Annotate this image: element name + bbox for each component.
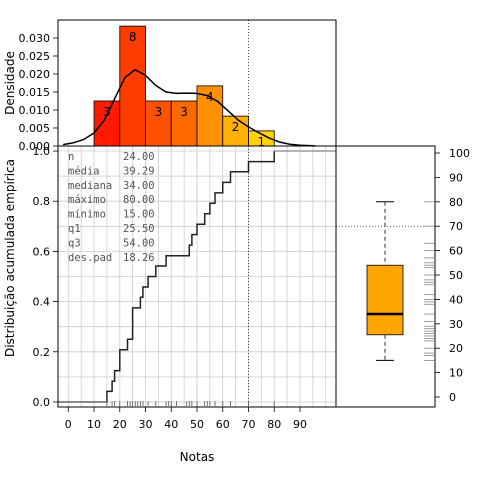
boxplot-box [366, 264, 404, 336]
histogram-y-tick-label: 0.000 [19, 140, 51, 153]
stat-value: 39.29 [123, 165, 155, 177]
ecdf-y-axis-label: Distribuição acumulada empírica [3, 159, 17, 357]
histogram-bar [119, 25, 146, 147]
x-tick-label: 70 [241, 418, 255, 431]
boxplot-y-tick-label: 10 [449, 367, 463, 380]
boxplot-y-tick-label: 70 [449, 220, 463, 233]
stat-value: 15.00 [123, 209, 155, 221]
stat-label: máximo [68, 194, 106, 206]
ecdf-y-tick-label: 1.0 [33, 145, 51, 158]
histogram-y-tick-label: 0.025 [19, 50, 51, 63]
histogram-panel: 383 34210.0000.0050.0100.0150.0200.0250.0… [19, 20, 316, 153]
x-tick-label: 90 [293, 418, 307, 431]
histogram-y-tick-label: 0.005 [19, 122, 51, 135]
ecdf-panel: 0.0 0.2 0.4 0.6 0.8 1.0 0 10 20 30 40 50 60 70 80 90 n 24… [33, 145, 336, 431]
stat-value: 24.00 [123, 151, 155, 163]
stat-value: 54.00 [123, 237, 155, 249]
stat-label: q1 [68, 223, 81, 235]
ecdf-y-tick-label: 0.0 [33, 396, 51, 409]
x-tick-label: 40 [164, 418, 178, 431]
boxplot-panel: 0 10 20 30 40 50 60 70 80 90 100 [336, 147, 470, 404]
histogram-bar [93, 100, 121, 147]
ecdf-y-tick-label: 0.2 [33, 346, 51, 359]
stat-label: n [68, 151, 74, 163]
stat-label: des.pad [68, 252, 112, 264]
histogram-y-axis-label: Densidade [3, 51, 17, 115]
histogram-y-tick-label: 0.020 [19, 68, 51, 81]
boxplot-y-tick-label: 0 [449, 391, 456, 404]
ecdf-y-tick-label: 0.4 [33, 296, 51, 309]
ecdf-y-tick-label: 0.8 [33, 195, 51, 208]
boxplot-y-tick-label: 30 [449, 318, 463, 331]
x-tick-label: 30 [139, 418, 153, 431]
histogram-y-tick-label: 0.010 [19, 104, 51, 117]
stat-label: média [68, 165, 100, 177]
boxplot-y-tick-label: 80 [449, 196, 463, 209]
stat-label: mediana [68, 180, 112, 192]
stat-label: q3 [68, 237, 81, 249]
density-curve [62, 68, 316, 147]
boxplot-y-tick-label: 20 [449, 342, 463, 355]
histogram-y-tick-label: 0.030 [19, 32, 51, 45]
stat-label: mínimo [68, 209, 106, 221]
stat-value: 34.00 [123, 180, 155, 192]
x-tick-label: 20 [113, 418, 127, 431]
stat-value: 25.50 [123, 223, 155, 235]
stat-value: 80.00 [123, 194, 155, 206]
histogram-bar-count-label: 3 [103, 105, 111, 119]
histogram-bar-count-label: 3 [155, 105, 163, 119]
histogram-bar-count-label: 1 [258, 135, 266, 149]
x-tick-label: 0 [65, 418, 72, 431]
stat-value: 18.26 [123, 252, 155, 264]
boxplot-y-tick-label: 60 [449, 245, 463, 258]
histogram-bar-count-label: 2 [232, 120, 240, 134]
x-axis-label: Notas [180, 450, 215, 464]
ecdf-y-tick-label: 0.6 [33, 245, 51, 258]
x-tick-label: 60 [216, 418, 230, 431]
boxplot-y-tick-label: 50 [449, 269, 463, 282]
boxplot-y-tick-label: 40 [449, 293, 463, 306]
x-tick-label: 50 [190, 418, 204, 431]
x-tick-label: 80 [267, 418, 281, 431]
boxplot-y-tick-label: 90 [449, 171, 463, 184]
histogram-y-tick-label: 0.015 [19, 86, 51, 99]
histogram-bar-count-label: 3 [180, 105, 188, 119]
boxplot-y-tick-label: 100 [449, 147, 470, 160]
x-tick-label: 10 [87, 418, 101, 431]
ecdf-step-line [58, 151, 275, 403]
boxplot-frame [335, 145, 436, 408]
histogram-bar-count-label: 8 [129, 30, 137, 44]
